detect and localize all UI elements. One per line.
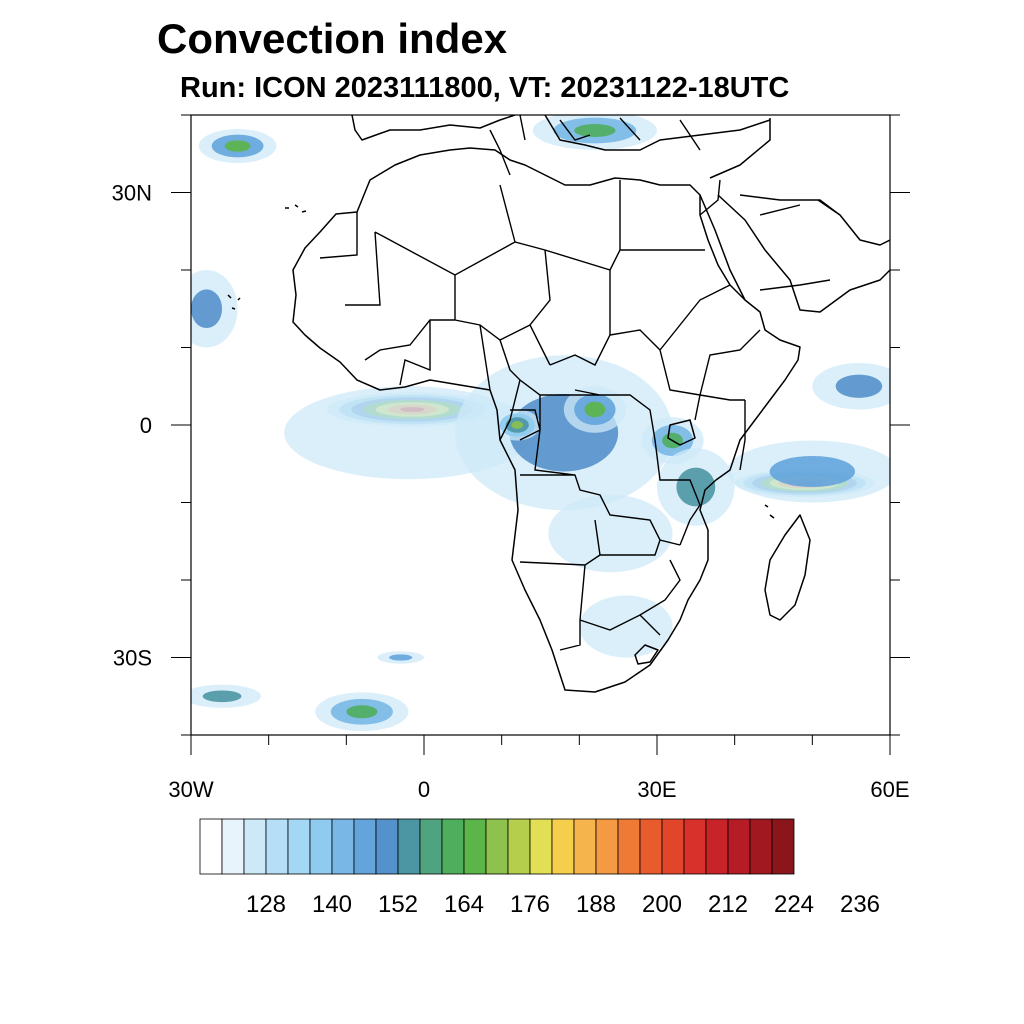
colorbar-label: 212 xyxy=(708,891,748,918)
convection-field-layer xyxy=(191,115,890,732)
colorbar-box xyxy=(397,818,421,875)
convection-area-arabian-sea-level-1 xyxy=(835,374,883,398)
colorbar-label: 152 xyxy=(378,891,418,918)
colorbar-box xyxy=(661,818,685,875)
colorbar-box xyxy=(463,818,487,875)
lesotho-border xyxy=(634,644,659,665)
colorbar-box xyxy=(573,818,597,875)
convection-area-atlantic-northwest-level-2 xyxy=(224,140,251,152)
colorbar-box xyxy=(683,818,707,875)
colorbar-label: 200 xyxy=(642,891,682,918)
colorbar-box xyxy=(243,818,267,875)
y-tick-label: 30N xyxy=(112,181,152,206)
country-borders-layer xyxy=(319,115,841,651)
madagascar-coastline xyxy=(764,514,811,621)
convection-area-atlantic-west-level-1 xyxy=(191,289,223,329)
colorbar-box xyxy=(265,818,289,875)
colorbar-box xyxy=(441,818,465,875)
colorbar-box xyxy=(375,818,399,875)
x-tick-label: 30W xyxy=(168,777,213,802)
convection-area-tanzania-level-1 xyxy=(676,467,716,507)
chart-subtitle: Run: ICON 2023111800, VT: 20231122-18UTC xyxy=(180,72,790,104)
africa-coastline xyxy=(292,147,801,693)
colorbar-label: 140 xyxy=(312,891,352,918)
convection-area-angola-zambia xyxy=(548,494,673,573)
x-tick-label: 30E xyxy=(637,777,676,802)
colorbar-box xyxy=(485,818,509,875)
colorbar-box xyxy=(353,818,377,875)
y-tick-label: 30S xyxy=(113,646,152,671)
colorbar-label: 164 xyxy=(444,891,484,918)
colorbar-box xyxy=(331,818,355,875)
colorbar-box xyxy=(507,818,531,875)
colorbar-box xyxy=(749,818,773,875)
chart-title: Convection index xyxy=(157,15,508,62)
convection-area-atlantic-south-level-2 xyxy=(346,705,378,719)
convection-area-indian-ocean-halo-level-1 xyxy=(769,456,856,487)
europe-borders xyxy=(489,115,701,176)
colorbar-box xyxy=(595,818,619,875)
comoros-islands xyxy=(764,504,775,519)
canary-islands xyxy=(285,204,307,213)
x-tick-label: 60E xyxy=(870,777,909,802)
map-frame-layer: 30W 0 30E 60E 30N 0 30S xyxy=(112,114,910,802)
colorbar-box xyxy=(309,818,333,875)
convection-area-atlantic-southwest-level-1 xyxy=(202,690,242,703)
colorbar-box xyxy=(705,818,729,875)
convection-area-south-africa xyxy=(579,595,673,658)
colorbar-box xyxy=(617,818,641,875)
colorbar-label: 224 xyxy=(774,891,814,918)
colorbar-box xyxy=(771,818,795,875)
colorbar-label: 176 xyxy=(510,891,550,918)
red-sea-coastline xyxy=(699,194,746,301)
colorbar-box xyxy=(727,818,751,875)
colorbar-box xyxy=(419,818,443,875)
y-tick-label: 0 xyxy=(140,413,152,438)
coastline-layer xyxy=(227,115,890,693)
convection-area-mediterranean-level-2 xyxy=(574,124,616,137)
colorbar-label: 128 xyxy=(246,891,286,918)
colorbar-label: 188 xyxy=(576,891,616,918)
colorbar-box xyxy=(639,818,663,875)
colorbar-box xyxy=(287,818,311,875)
convection-area-east-congo-cluster-level-2 xyxy=(584,401,606,418)
colorbar-box xyxy=(221,818,245,875)
colorbar-box xyxy=(529,818,553,875)
colorbar-label: 236 xyxy=(840,891,880,918)
convection-area-gabon-cluster-level-3 xyxy=(511,421,524,429)
colorbar-box xyxy=(199,818,223,875)
lake-victoria-coastline xyxy=(667,419,696,446)
colorbar: 128 140 152 164 176 188 200 212 224 236 xyxy=(199,818,880,918)
convection-area-atlantic-south-small-level-1 xyxy=(389,654,413,661)
europe-coastline xyxy=(351,115,771,151)
border-lines xyxy=(319,180,761,651)
cape-verde-islands xyxy=(227,294,241,310)
x-tick-label: 0 xyxy=(418,777,430,802)
arabia-borders xyxy=(699,179,841,291)
colorbar-box xyxy=(551,818,575,875)
